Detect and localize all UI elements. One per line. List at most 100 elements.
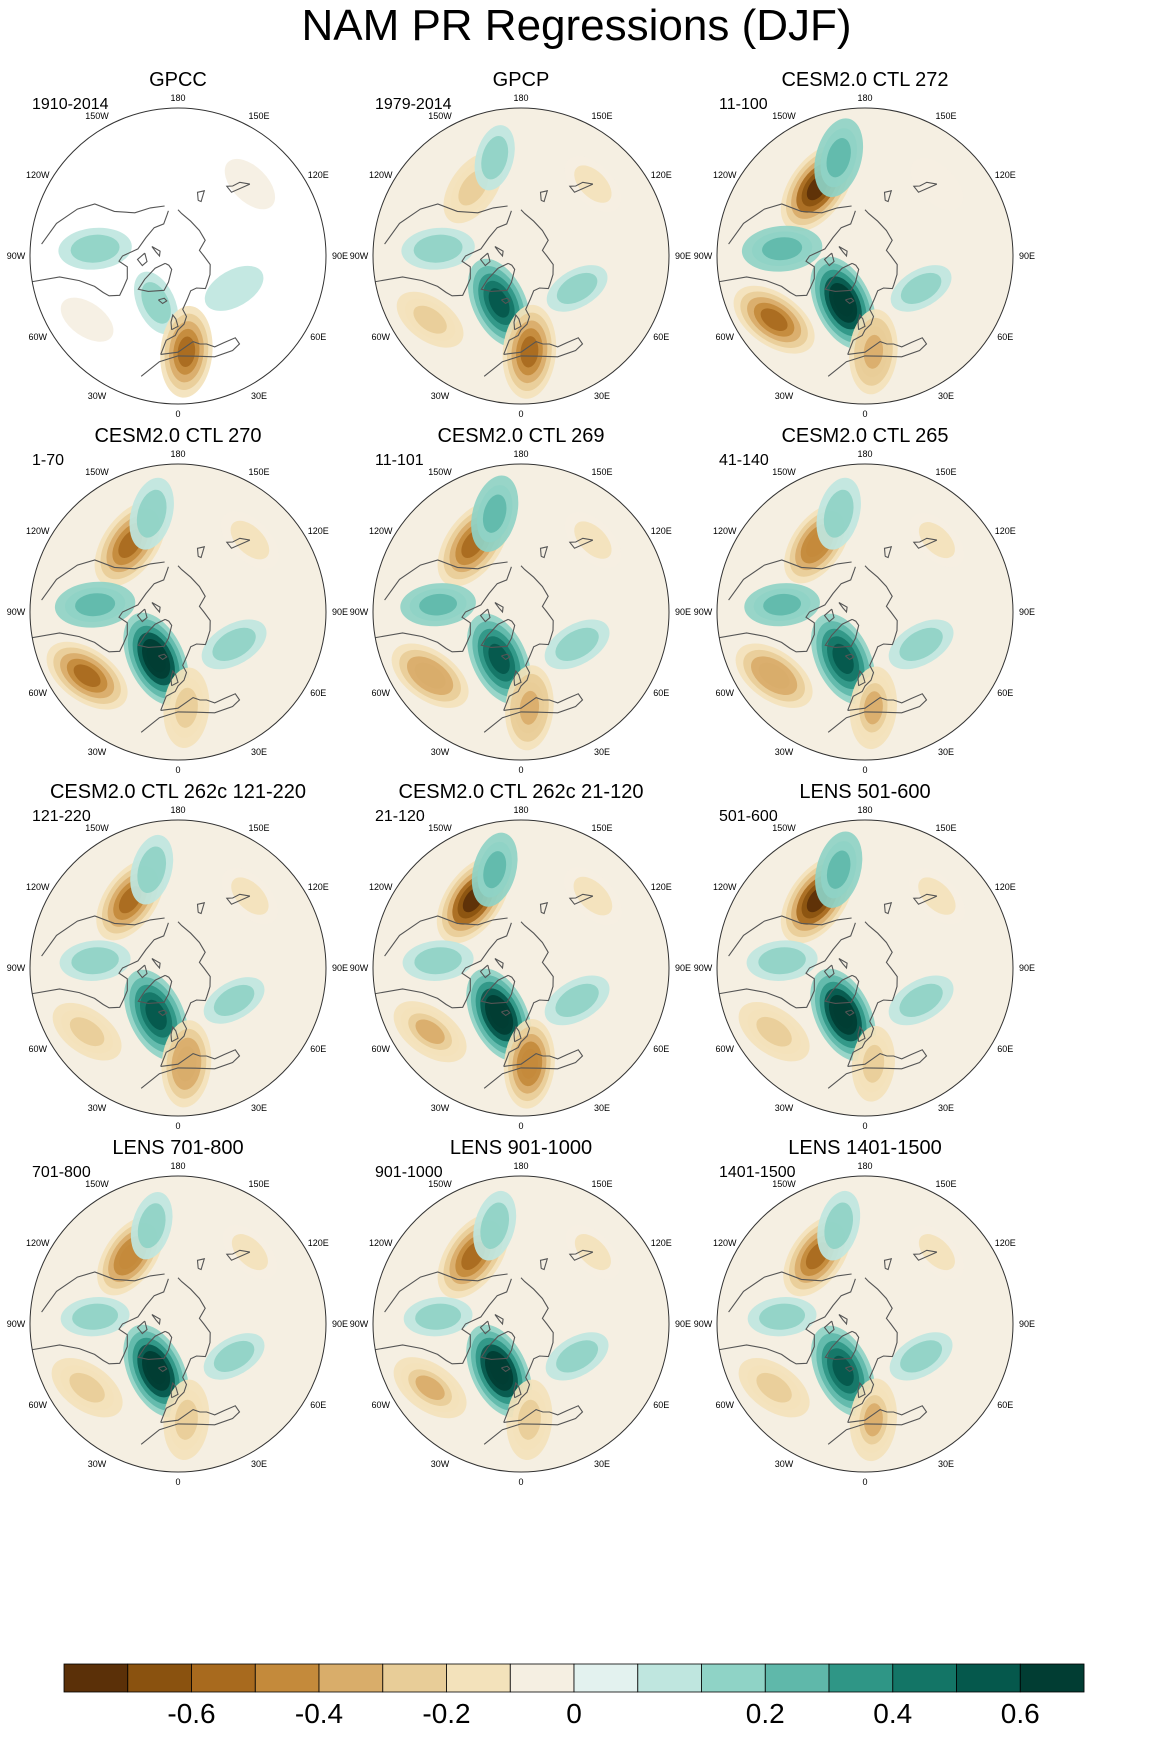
longitude-label: 150E [591, 822, 613, 833]
coastline [857, 1025, 866, 1043]
longitude-label: 90E [1018, 1319, 1036, 1329]
anomaly-mid-atlantic-dry-band [413, 305, 447, 334]
coastline [140, 693, 241, 733]
coastline [494, 958, 504, 970]
longitude-label: 60W [715, 1400, 734, 1410]
longitude-label: 90E [674, 251, 692, 261]
longitude-label: 180 [857, 805, 873, 815]
longitude-label: 30W [774, 1459, 794, 1470]
coastline [158, 1009, 168, 1017]
longitude-label: 60E [997, 332, 1014, 342]
coastline [513, 669, 522, 687]
coastline [158, 1365, 168, 1373]
anomaly-mid-atlantic-dry-band [73, 664, 101, 688]
longitude-label: 150E [591, 466, 613, 477]
longitude-label: 120W [368, 1238, 393, 1248]
map-rim [29, 463, 327, 761]
longitude-label: 30W [87, 1459, 107, 1470]
anomaly-north-america-wet-band [414, 947, 462, 975]
panel-title: CESM2.0 CTL 265 [781, 425, 949, 447]
coastline [196, 546, 206, 559]
longitude-label: 60E [310, 332, 327, 342]
longitude-label: 150W [772, 1178, 796, 1189]
longitude-label: 60W [28, 1400, 47, 1410]
longitude-label: 120W [25, 526, 50, 536]
coastline [136, 1320, 148, 1335]
longitude-label: 30W [430, 747, 450, 758]
coastline [30, 210, 169, 297]
coastline [827, 337, 928, 377]
longitude-label: 90W [6, 1319, 26, 1329]
coastline [824, 1330, 860, 1360]
anomaly-mid-atlantic-dry-band [756, 1372, 792, 1403]
coastline [912, 537, 938, 549]
anomaly-aleutian-wet-band [826, 138, 851, 178]
panel-title: LENS 501-600 [799, 781, 931, 803]
anomaly-north-america-wet-band [75, 593, 116, 617]
coastline [160, 921, 211, 1067]
anomaly-mediterranean-dry-anomaly [520, 336, 539, 368]
longitude-label: 150W [85, 822, 109, 833]
panel-period: 1979-2014 [375, 96, 452, 113]
coastline [827, 693, 928, 733]
anomaly-north-america-wet-band [72, 1303, 119, 1330]
anomaly-eurasia-wet-anomaly [204, 265, 264, 311]
map-rim [372, 1175, 670, 1473]
colorbar-swatch [573, 1663, 639, 1693]
anomaly-mid-atlantic-dry-band [758, 662, 790, 689]
coastline [838, 958, 848, 970]
anomaly-aleutian-wet-band [137, 846, 167, 893]
map-rim [716, 1175, 1014, 1473]
panel-title: CESM2.0 CTL 272 [781, 69, 949, 91]
anomaly-mid-atlantic-dry-band [69, 1372, 105, 1403]
coastline [501, 1365, 511, 1373]
map-panel [30, 820, 326, 1116]
coastline [160, 209, 211, 355]
longitude-label: 120E [994, 882, 1016, 892]
longitude-label: 60W [28, 1044, 47, 1054]
longitude-label: 150E [248, 822, 270, 833]
map-rim [29, 819, 327, 1117]
map-rim [716, 107, 1014, 405]
colorbar-swatch [127, 1663, 192, 1693]
longitude-label: 30E [250, 747, 268, 758]
panel-title: GPCC [149, 69, 207, 91]
longitude-label: 90E [331, 1319, 349, 1329]
coastline [136, 964, 148, 979]
colorbar-tick-label: 0.6 [1000, 1698, 1040, 1729]
anomaly-aleutian-wet-band [482, 494, 507, 533]
coastline [494, 246, 504, 258]
coastline [717, 566, 856, 653]
coastline [136, 252, 148, 267]
longitude-label: 150E [248, 110, 270, 121]
map-panel [717, 464, 1013, 760]
longitude-label: 120W [25, 1238, 50, 1248]
coastline [384, 203, 508, 245]
anomaly-eurasia-wet-anomaly [556, 1340, 599, 1373]
anomaly-eurasia-wet-anomaly [555, 983, 599, 1018]
anomaly-mediterranean-dry-anomaly [520, 1048, 538, 1079]
longitude-label: 90E [674, 607, 692, 617]
coastline [728, 915, 852, 957]
coastline [196, 1258, 206, 1271]
coastline [883, 1258, 893, 1271]
longitude-label: 30E [937, 391, 955, 402]
longitude-label: 60E [310, 1400, 327, 1410]
colorbar [63, 1663, 1085, 1693]
longitude-label: 0 [175, 1477, 181, 1487]
coastline [568, 537, 594, 549]
longitude-label: 60W [371, 1400, 390, 1410]
anomaly-mediterranean-dry-anomaly [177, 336, 196, 368]
longitude-label: 120W [368, 170, 393, 180]
coastline [838, 1314, 848, 1326]
anomaly-aleutian-wet-band [481, 136, 509, 180]
anomaly-north-atlantic-wet-anomaly [145, 999, 167, 1030]
longitude-label: 120E [994, 526, 1016, 536]
map-panel [717, 108, 1013, 404]
longitude-label: 90W [693, 963, 713, 973]
longitude-label: 150E [935, 1178, 957, 1189]
coastline [196, 190, 206, 203]
panel-period: 1910-2014 [32, 96, 109, 113]
longitude-label: 120E [307, 882, 329, 892]
coastline [568, 1249, 594, 1261]
